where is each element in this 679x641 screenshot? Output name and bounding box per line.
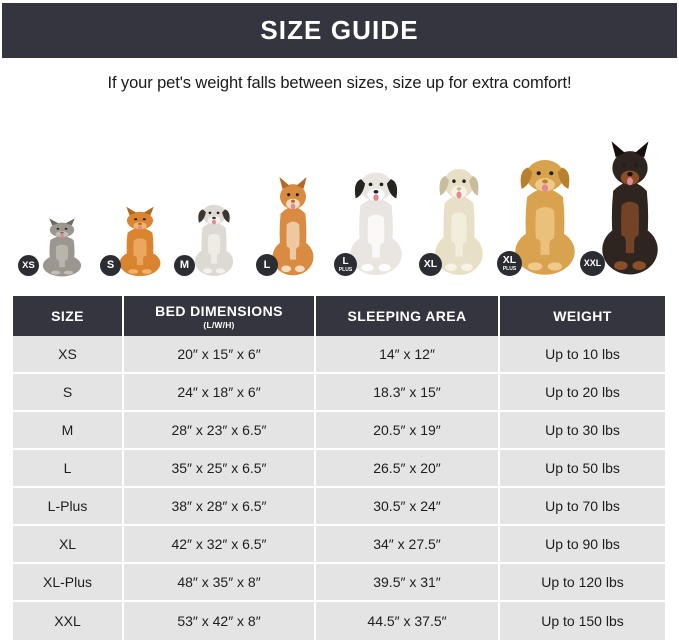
animal-svg [272,176,314,276]
column-header-bed-dimensions-label: BED DIMENSIONS [155,302,283,319]
cell-weight: Up to 10 lbs [500,336,665,374]
cell-size: XL [13,526,124,564]
size-badge-label: S [106,259,115,271]
animal-slot-xl: XL [0,112,679,278]
size-badge-label: XL [423,258,438,271]
size-badge-xl-plus: XL PLUS [497,251,522,276]
animal-slot-xxl: XXL [0,112,679,278]
table-row: XL 42″ x 32″ x 6.5″ 34″ x 27.5″ Up to 90 lb… [13,526,665,564]
cell-weight: Up to 20 lbs [500,374,665,412]
size-badge-label: L [263,258,271,271]
animal-slot-l-plus: L PLUS [0,112,679,278]
column-header-bed-dimensions: BED DIMENSIONS (L/W/H) [124,296,316,336]
size-badge-l: L [256,254,278,276]
cell-sleeping: 14″ x 12″ [316,336,500,374]
size-badge-sublabel: PLUS [338,266,353,273]
size-badge-s: S [100,255,121,276]
size-badge-label: XL [502,254,517,267]
cell-bed: 53″ x 42″ x 8″ [124,602,316,640]
cell-bed: 24″ x 18″ x 6″ [124,374,316,412]
column-header-size: SIZE [13,296,124,336]
cell-weight: Up to 90 lbs [500,526,665,564]
column-header-sleeping-area-label: SLEEPING AREA [347,308,467,324]
cell-size: L [13,450,124,488]
column-header-size-label: SIZE [51,308,84,324]
header-bar: SIZE GUIDE [2,3,677,58]
animal-illustration-yellow-labrador [423,156,495,278]
table-row: M 28″ x 23″ x 6.5″ 20.5″ x 19″ Up to 30 lbs [13,412,665,450]
cell-size: L-Plus [13,488,124,526]
cell-weight: Up to 50 lbs [500,450,665,488]
table-row: L 35″ x 25″ x 6.5″ 26.5″ x 20″ Up to 50 lbs [13,450,665,488]
animal-illustration-shiba-inu [262,173,324,278]
animal-illustration-border-collie [337,160,415,278]
animal-svg [42,218,82,277]
table-row: XXL 53″ x 42″ x 8″ 44.5″ x 37.5″ Up to 150 … [13,602,665,640]
cell-sleeping: 20.5″ x 19″ [316,412,500,450]
cell-bed: 20″ x 15″ x 6″ [124,336,316,374]
cell-size: M [13,412,124,450]
table-row: S 24″ x 18″ x 6″ 18.3″ x 15″ Up to 20 lbs [13,374,665,412]
size-badge-xs: XS [18,255,39,276]
animal-illustration-doberman-pinscher [588,136,672,278]
cell-sleeping: 18.3″ x 15″ [316,374,500,412]
animal-svg [515,160,575,275]
cell-bed: 28″ x 23″ x 6.5″ [124,412,316,450]
page-title: SIZE GUIDE [260,15,419,45]
size-badge-label: M [179,259,190,271]
animal-svg [350,172,402,276]
cell-sleeping: 39.5″ x 31″ [316,564,500,602]
size-badge-sublabel: PLUS [502,265,517,272]
animal-slot-xs: XS [0,112,679,278]
size-badge-xl: XL [419,253,442,276]
column-header-sleeping-area: SLEEPING AREA [316,296,500,336]
size-badge-xxl: XXL [580,251,605,276]
cell-sleeping: 44.5″ x 37.5″ [316,602,500,640]
animal-illustration-pomeranian [109,204,171,278]
animal-svg [435,168,483,275]
cell-bed: 42″ x 32″ x 6.5″ [124,526,316,564]
cell-bed: 38″ x 28″ x 6.5″ [124,488,316,526]
cell-size: XL-Plus [13,564,124,602]
size-badge-l-plus: L PLUS [334,253,357,276]
cell-sleeping: 30.5″ x 24″ [316,488,500,526]
column-header-weight: WEIGHT [500,296,665,336]
column-header-weight-label: WEIGHT [553,308,612,324]
cell-sleeping: 34″ x 27.5″ [316,526,500,564]
cell-size: S [13,374,124,412]
cell-bed: 48″ x 35″ x 8″ [124,564,316,602]
animal-lineup: XS [0,112,679,278]
animal-svg [194,204,234,276]
animal-slot-s: S [0,112,679,278]
size-badge-m: M [174,255,195,276]
animal-svg [602,141,658,275]
animal-illustration-gray-tabby-cat [33,216,91,278]
size-badge-label: L [342,255,349,267]
animal-illustration-french-bulldog [185,196,243,278]
cell-weight: Up to 150 lbs [500,602,665,640]
cell-weight: Up to 30 lbs [500,412,665,450]
animal-slot-l: L [0,112,679,278]
size-badge-label: XS [22,259,35,271]
cell-weight: Up to 70 lbs [500,488,665,526]
animal-slot-xl-plus: XL PLUS [0,112,679,278]
animal-slot-m: M [0,112,679,278]
animal-svg [119,206,161,277]
size-badge-label: XXL [583,258,602,268]
size-table: SIZE BED DIMENSIONS (L/W/H) SLEEPING ARE… [13,296,665,640]
cell-size: XS [13,336,124,374]
subtitle-note: If your pet's weight falls between sizes… [107,74,572,92]
table-row: L-Plus 38″ x 28″ x 6.5″ 30.5″ x 24″ Up to 7… [13,488,665,526]
table-row: XL-Plus 48″ x 35″ x 8″ 39.5″ x 31″ Up to 12… [13,564,665,602]
cell-sleeping: 26.5″ x 20″ [316,450,500,488]
table-header-row: SIZE BED DIMENSIONS (L/W/H) SLEEPING ARE… [13,296,665,336]
cell-weight: Up to 120 lbs [500,564,665,602]
cell-size: XXL [13,602,124,640]
animal-illustration-golden-retriever [500,146,590,278]
column-header-bed-dimensions-sub: (L/W/H) [203,319,235,330]
cell-bed: 35″ x 25″ x 6.5″ [124,450,316,488]
table-row: XS 20″ x 15″ x 6″ 14″ x 12″ Up to 10 lbs [13,336,665,374]
